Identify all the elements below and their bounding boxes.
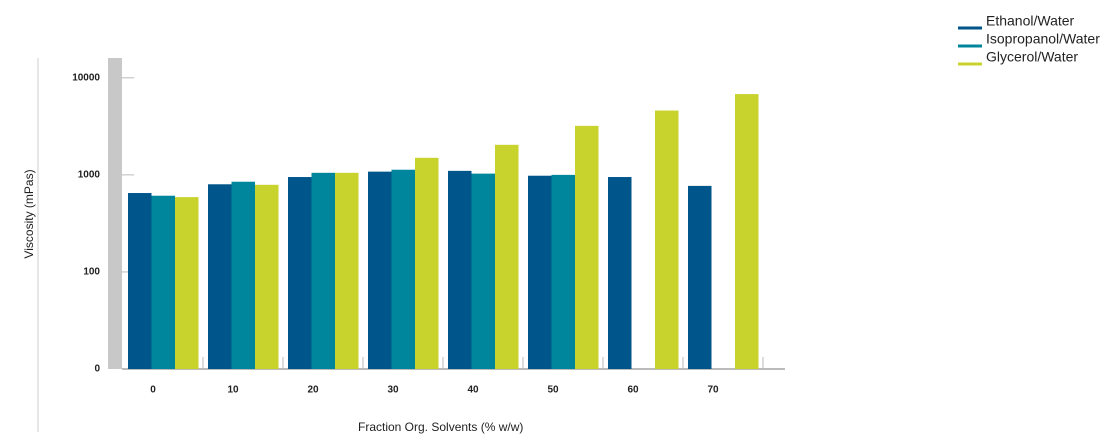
x-tick-label: 20 (307, 385, 319, 396)
bar (311, 172, 335, 369)
bar (208, 184, 232, 369)
x-tick-label: 50 (547, 385, 559, 396)
x-tick-label: 30 (387, 385, 399, 396)
bar (175, 197, 199, 369)
legend-label: Glycerol/Water (986, 49, 1078, 65)
y-axis-label: Viscosity (mPas) (22, 169, 36, 258)
bar (391, 169, 415, 369)
bar (735, 94, 759, 369)
bar (335, 172, 359, 369)
x-tick-label: 10 (227, 385, 239, 396)
bar (655, 110, 679, 369)
x-tick-label: 70 (707, 385, 719, 396)
bar (575, 125, 599, 369)
bar (288, 177, 312, 369)
y-tick-label: 10000 (72, 72, 100, 83)
bar (608, 177, 632, 369)
x-axis-label: Fraction Org. Solvents (% w/w) (358, 420, 523, 434)
bar (151, 195, 175, 369)
bar (528, 175, 552, 369)
bar (255, 184, 279, 369)
legend-label: Ethanol/Water (986, 13, 1075, 29)
y-axis-bar (108, 58, 122, 369)
x-tick-label: 60 (627, 385, 639, 396)
bar (471, 173, 495, 369)
bar (551, 174, 575, 369)
bar (448, 170, 472, 369)
y-tick-label: 1000 (78, 170, 101, 181)
bar (368, 171, 392, 369)
bar (128, 193, 152, 369)
bar (495, 144, 519, 369)
y-tick-label: 100 (83, 267, 100, 278)
bar (231, 181, 255, 369)
bar (415, 157, 439, 369)
bar (688, 185, 712, 369)
legend-label: Isopropanol/Water (986, 31, 1100, 47)
x-tick-label: 40 (467, 385, 479, 396)
x-tick-label: 0 (150, 385, 156, 396)
y-tick-label: 0 (94, 364, 100, 375)
